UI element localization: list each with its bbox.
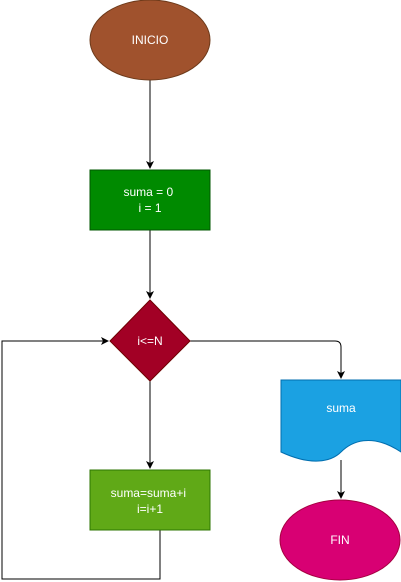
- start-ellipse: [89, 0, 211, 81]
- connectors: [1, 80, 345, 580]
- end-ellipse: [279, 499, 401, 581]
- init-node: suma = 0 i = 1: [89, 169, 211, 231]
- end-label: FIN: [330, 533, 349, 547]
- output-document-shape: [280, 379, 401, 462]
- arrow-loop-back-to-condition: [1, 337, 161, 580]
- start-node: INICIO: [89, 0, 211, 81]
- condition-node: i<=N: [109, 299, 191, 382]
- loop-body-line-1: suma=suma+i: [111, 486, 186, 500]
- init-label: suma = 0 i = 1: [123, 185, 176, 215]
- loop-body-line-2: i=i+1: [137, 502, 163, 516]
- end-node: FIN: [279, 499, 401, 581]
- init-line-2: i = 1: [138, 201, 161, 215]
- init-rect: [89, 169, 211, 231]
- loop-body-node: suma=suma+i i=i+1: [89, 469, 211, 531]
- output-label: suma: [326, 401, 356, 415]
- start-label: INICIO: [132, 33, 169, 47]
- condition-diamond: [109, 299, 191, 382]
- loop-body-label: suma=suma+i i=i+1: [111, 486, 190, 516]
- condition-label: i<=N: [137, 334, 162, 348]
- arrow-condition-to-output: [190, 340, 345, 379]
- init-line-1: suma = 0: [123, 185, 173, 199]
- output-node: suma: [280, 379, 401, 462]
- loop-body-rect: [89, 469, 211, 531]
